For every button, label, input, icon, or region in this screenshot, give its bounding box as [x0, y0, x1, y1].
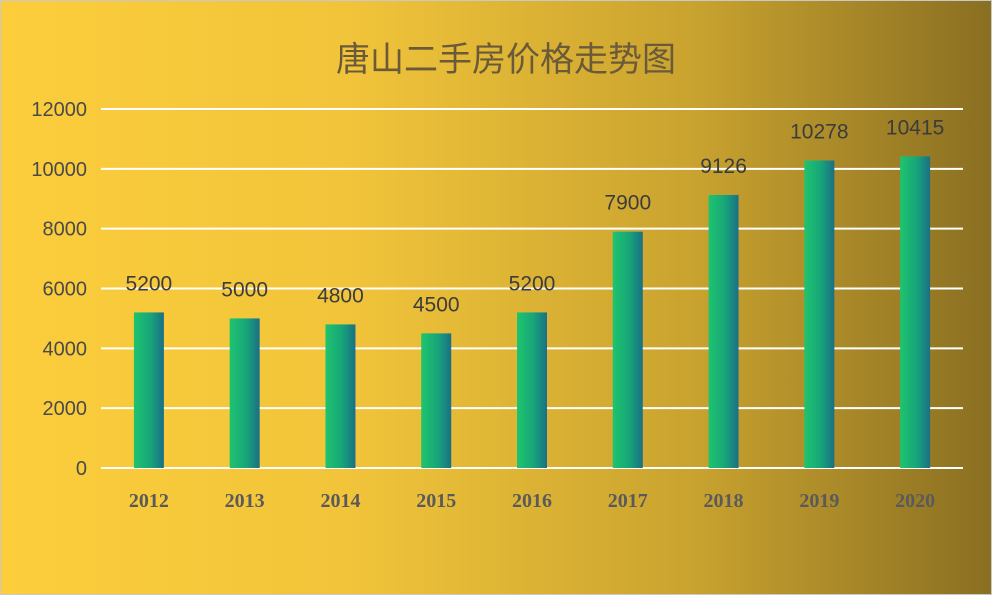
- data-label: 7900: [604, 192, 651, 215]
- y-tick-label: 12000: [31, 99, 87, 121]
- data-label: 5000: [221, 278, 268, 301]
- x-tick-label: 2014: [320, 490, 360, 512]
- data-label: 9126: [700, 155, 747, 178]
- bar: [133, 312, 164, 468]
- data-label: 4500: [413, 293, 460, 316]
- y-tick-label: 8000: [43, 219, 88, 241]
- data-label: 5200: [126, 272, 173, 295]
- x-tick-label: 2013: [225, 490, 265, 512]
- y-axis-ticks: 0 2000 4000 6000 8000 10000 12000: [31, 99, 87, 480]
- bar: [229, 318, 260, 468]
- x-tick-label: 2012: [129, 490, 169, 512]
- data-label: 10415: [886, 116, 944, 139]
- bar: [325, 324, 356, 468]
- bar: [421, 333, 452, 468]
- bar: [517, 312, 547, 468]
- data-labels: 5200 5000 4800 4500 5200 7900 9126 10278 10415: [126, 116, 945, 316]
- x-tick-label: 2020: [895, 490, 935, 512]
- bar: [612, 231, 643, 468]
- bar: [708, 194, 739, 468]
- data-label: 4800: [317, 284, 364, 307]
- bars: [133, 156, 931, 469]
- y-tick-label: 6000: [43, 279, 88, 301]
- x-axis-ticks: 2012 2013 2014 2015 2016 2017 2018 2019 2020: [129, 490, 935, 512]
- data-label: 5200: [509, 272, 556, 295]
- x-tick-label: 2015: [416, 490, 456, 512]
- y-tick-label: 4000: [43, 338, 88, 360]
- x-tick-label: 2019: [799, 490, 839, 512]
- x-tick-label: 2016: [512, 490, 552, 512]
- y-tick-label: 2000: [43, 398, 88, 420]
- chart-title: 唐山二手房价格走势图: [336, 40, 676, 80]
- y-tick-label: 0: [76, 458, 87, 480]
- bar: [804, 160, 835, 469]
- y-tick-label: 10000: [31, 159, 87, 181]
- x-tick-label: 2017: [608, 490, 648, 512]
- x-tick-label: 2018: [704, 490, 744, 512]
- bar: [900, 156, 931, 469]
- data-label: 10278: [790, 121, 848, 144]
